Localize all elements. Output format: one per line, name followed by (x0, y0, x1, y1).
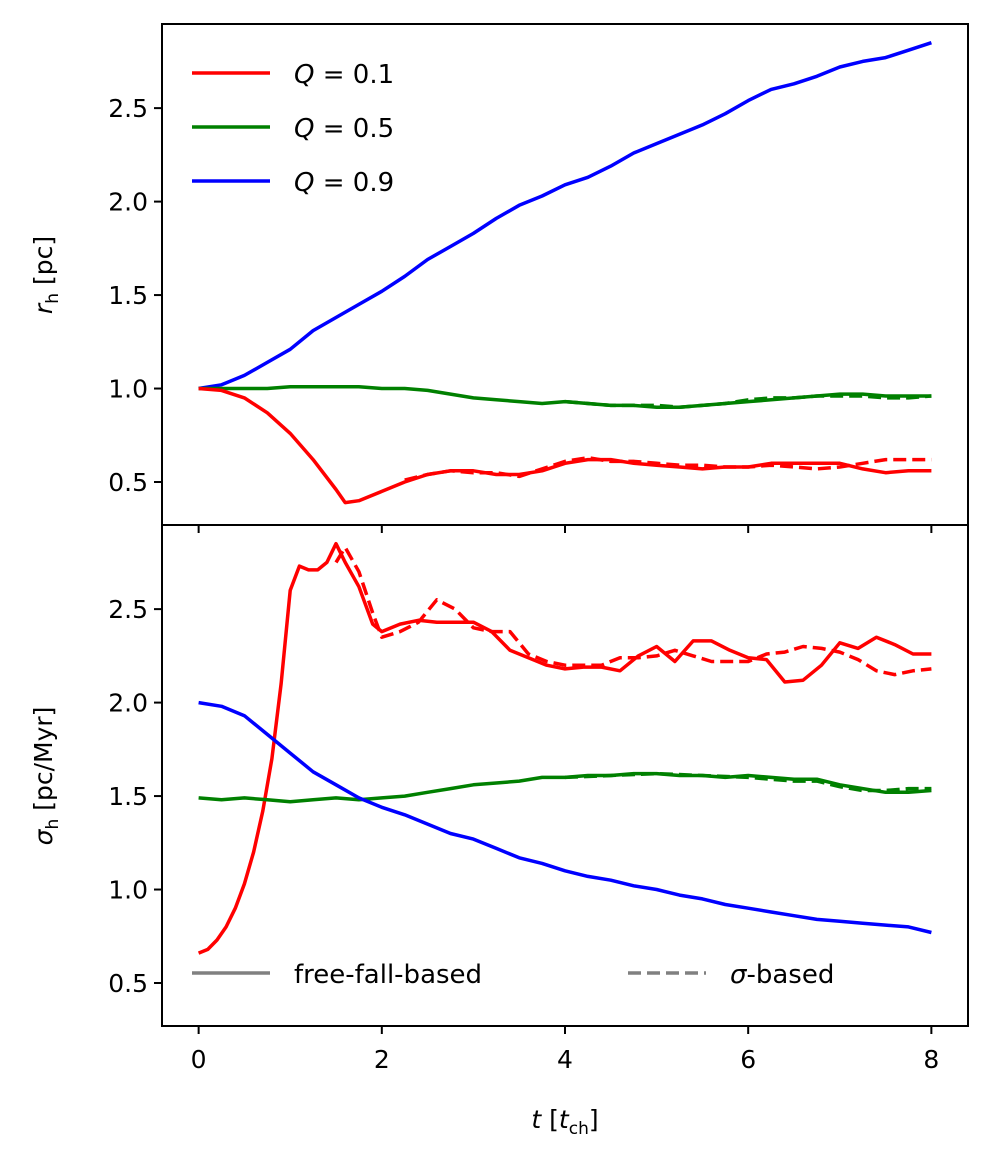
top-ytick-label: 2.0 (108, 188, 148, 217)
top-ytick-label: 2.5 (108, 94, 148, 123)
top-y-axis-label: rh [pc] (29, 236, 63, 314)
top-series-line-4 (404, 455, 932, 482)
bottom-y-axis-label: σh [pc/Myr] (29, 707, 63, 846)
top-series-group (198, 41, 932, 505)
bottom-series-line-4 (198, 700, 932, 935)
xtick-label: 6 (740, 1045, 756, 1074)
bottom-ytick-label: 2.5 (108, 595, 148, 624)
legend-label-q09: Q = 0.9 (294, 168, 394, 198)
bottom-axes-frame (161, 524, 969, 1027)
bottom-ytick-label: 1.0 (108, 876, 148, 905)
bottom-series-line-3 (564, 771, 932, 793)
bottom-yticks-group: 0.5 1.0 1.5 2.0 2.5 (108, 595, 162, 998)
bottom-ytick-label: 1.5 (108, 782, 148, 811)
xtick-label: 2 (374, 1045, 390, 1074)
top-ytick-label: 0.5 (108, 468, 148, 497)
bottom-series-line-0 (197, 541, 932, 955)
xtick-label: 8 (923, 1045, 939, 1074)
x-axis-label: t [tch] (531, 1105, 598, 1139)
legend-label-q05: Q = 0.5 (294, 114, 394, 144)
top-series-line-3 (198, 386, 932, 505)
top-series-line-2 (564, 394, 932, 409)
top-xticks-group (197, 525, 933, 533)
bottom-xticks-group: 0 2 4 6 8 (191, 1026, 939, 1074)
bottom-series-line-1 (334, 545, 932, 677)
bottom-panel: 0.5 1.0 1.5 2.0 2.5 0 2 4 6 8 σh [pc/Myr] t [tch… (29, 524, 969, 1139)
bottom-ytick-label: 0.5 (108, 969, 148, 998)
top-panel: 0.5 1.0 1.5 2.0 2.5 rh [pc] Q = 0.1 Q = 0.5 … (29, 23, 969, 533)
legend-label-free-fall: free-fall-based (294, 960, 482, 990)
bottom-series-group (197, 541, 932, 955)
bottom-legend: free-fall-based σ-based (192, 960, 834, 990)
top-ytick-label: 1.0 (108, 375, 148, 404)
legend-label-q01: Q = 0.1 (294, 60, 394, 90)
top-legend: Q = 0.1 Q = 0.5 Q = 0.9 (192, 60, 394, 198)
xtick-label: 4 (557, 1045, 573, 1074)
legend-label-sigma: σ-based (730, 960, 834, 990)
bottom-ytick-label: 2.0 (108, 689, 148, 718)
top-ytick-label: 1.5 (108, 281, 148, 310)
top-yticks-group: 0.5 1.0 1.5 2.0 2.5 (108, 94, 162, 497)
top-series-line-0 (198, 41, 932, 391)
xtick-label: 0 (191, 1045, 207, 1074)
